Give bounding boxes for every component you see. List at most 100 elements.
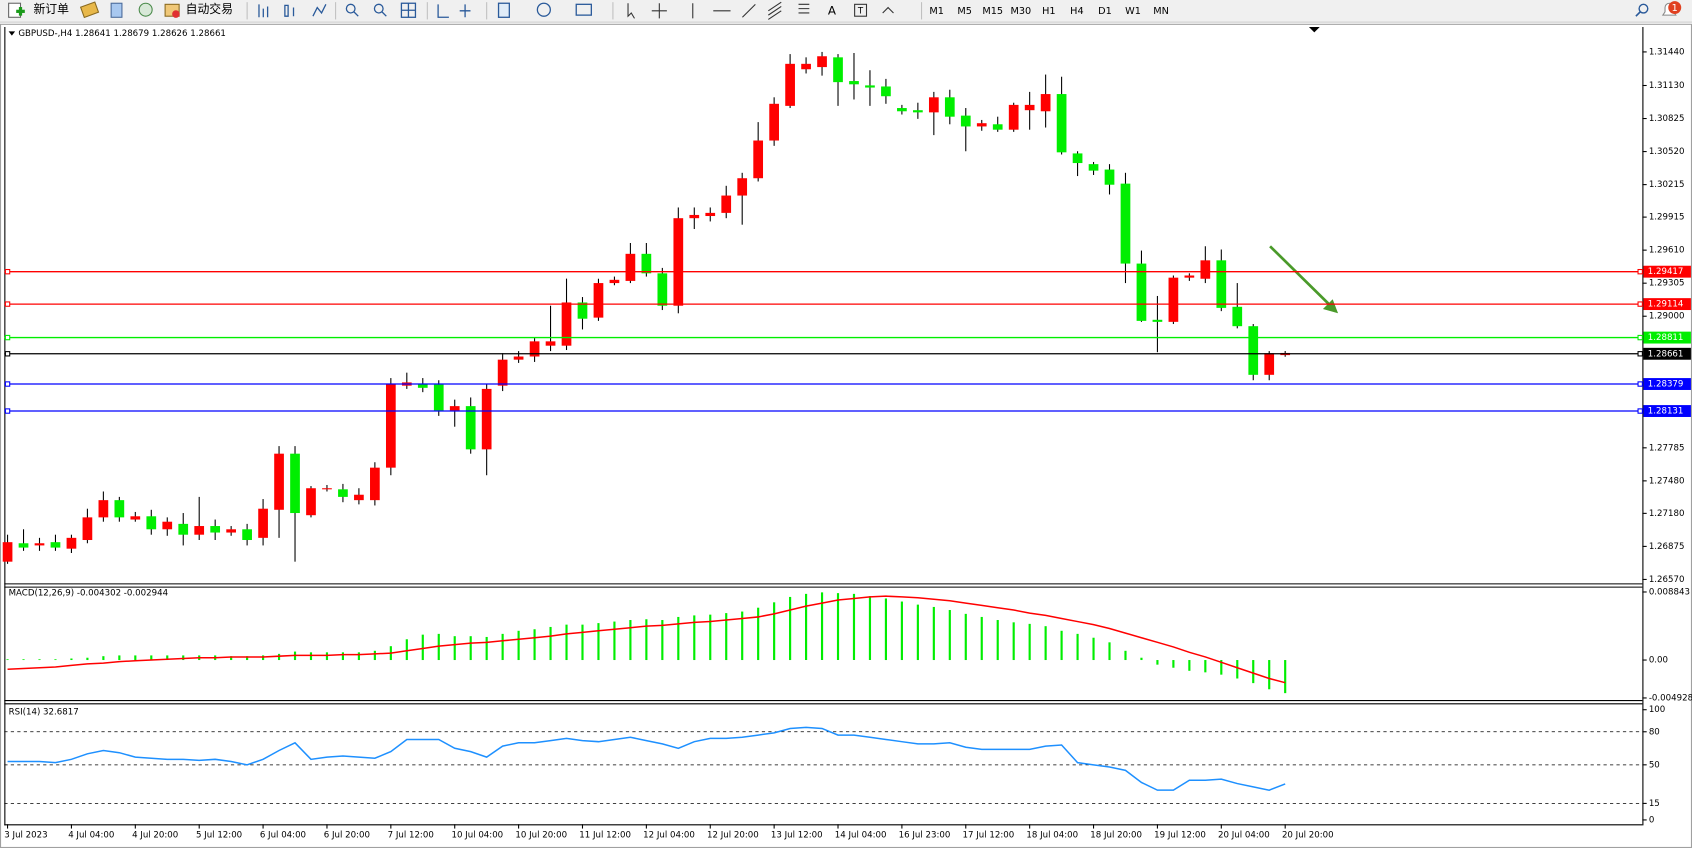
x-tick-label: 6 Jul 20:00 xyxy=(324,831,370,841)
price-label: 1.29417 xyxy=(1648,267,1684,277)
candle-body xyxy=(529,341,540,357)
candle-body xyxy=(1072,153,1083,164)
auto-trading-label[interactable]: 自动交易 xyxy=(186,2,233,16)
candle-body xyxy=(897,108,907,112)
candle-body xyxy=(497,359,508,386)
candle-body xyxy=(1040,94,1051,112)
candle-body xyxy=(625,253,636,281)
candle-body xyxy=(162,521,173,530)
price-label-box xyxy=(1643,405,1691,417)
candle-body xyxy=(976,123,987,127)
x-tick-label: 7 Jul 12:00 xyxy=(388,831,434,841)
candle-body xyxy=(561,302,572,346)
trend-arrow xyxy=(1269,245,1339,314)
line-handle xyxy=(4,301,11,307)
y-tick-label: 1.29305 xyxy=(1649,279,1685,289)
period-button[interactable]: M5 xyxy=(957,6,972,17)
candle-body xyxy=(1264,353,1275,375)
x-tick-label: 6 Jul 04:00 xyxy=(260,831,306,841)
candle-body xyxy=(50,542,61,548)
candle-body xyxy=(1184,275,1195,278)
chart-tools[interactable] xyxy=(258,2,592,18)
period-button[interactable]: D1 xyxy=(1098,6,1112,17)
notifications[interactable]: 1 xyxy=(1661,1,1682,16)
candle-body xyxy=(194,526,205,535)
price-label: 1.28811 xyxy=(1648,333,1684,343)
candle-body xyxy=(928,97,939,113)
candle-body xyxy=(753,140,764,179)
candle-body xyxy=(481,388,492,450)
period-button[interactable]: MN xyxy=(1153,6,1169,17)
candle-body xyxy=(417,383,428,388)
label-tool[interactable]: T xyxy=(857,6,864,16)
period-button[interactable]: M1 xyxy=(929,6,944,17)
price-label-box xyxy=(1643,265,1691,278)
candle-body xyxy=(385,383,396,468)
period-button[interactable]: M15 xyxy=(982,6,1003,17)
period-button[interactable]: M30 xyxy=(1010,6,1031,17)
draw-tools[interactable] xyxy=(627,1,894,20)
candle-body xyxy=(833,57,843,83)
new-order-label[interactable]: 新订单 xyxy=(33,2,69,16)
panel-borders xyxy=(4,27,1644,826)
candle-body xyxy=(338,489,348,497)
candle-body xyxy=(1232,306,1243,327)
x-tick-label: 20 Jul 04:00 xyxy=(1218,831,1270,841)
x-tick-label: 12 Jul 04:00 xyxy=(643,831,695,841)
candle-body xyxy=(354,494,364,501)
period-button[interactable]: H4 xyxy=(1070,6,1083,17)
candle-body xyxy=(577,302,588,319)
period-button[interactable]: W1 xyxy=(1125,6,1141,17)
candle-body xyxy=(865,85,875,88)
chart-window xyxy=(0,23,1692,848)
candle-body xyxy=(881,86,891,97)
candle-body xyxy=(817,56,827,68)
new-order-button[interactable]: 新订单 xyxy=(8,2,70,18)
x-tick-label: 11 Jul 12:00 xyxy=(579,831,631,841)
price-label: 1.28661 xyxy=(1648,349,1684,359)
y-tick-label: 1.30215 xyxy=(1649,180,1685,190)
line-handle xyxy=(1637,381,1643,387)
text-tool[interactable]: A xyxy=(828,3,837,17)
price-label-box xyxy=(1643,298,1691,311)
candle-body xyxy=(657,273,668,306)
candle-body xyxy=(1152,319,1163,322)
y-tick-label: 50 xyxy=(1649,760,1660,770)
x-tick-label: 13 Jul 12:00 xyxy=(771,831,823,841)
candle-body xyxy=(1200,260,1211,279)
price-label: 1.28379 xyxy=(1648,380,1684,390)
candle-body xyxy=(322,488,332,490)
y-tick-label: 100 xyxy=(1649,705,1665,715)
price-label-box xyxy=(1643,331,1691,344)
toolbar-separators xyxy=(246,2,923,20)
line-handle xyxy=(4,351,11,357)
candle-body xyxy=(801,63,811,70)
x-tick-label: 10 Jul 20:00 xyxy=(515,831,567,841)
candle-body xyxy=(114,500,125,518)
x-tick-label: 19 Jul 12:00 xyxy=(1154,831,1206,841)
line-handle xyxy=(1637,334,1643,341)
toolbar-icons[interactable] xyxy=(79,1,180,19)
search-button[interactable] xyxy=(1635,3,1649,17)
candle-body xyxy=(689,214,700,219)
candle-body xyxy=(1120,183,1131,264)
x-tick-label: 16 Jul 23:00 xyxy=(899,831,951,841)
candle-body xyxy=(1008,104,1019,130)
candle-body xyxy=(593,283,604,318)
period-button[interactable]: H1 xyxy=(1042,6,1055,17)
y-tick-label: 0.00 xyxy=(1649,656,1668,666)
candle-body xyxy=(992,124,1003,130)
y-tick-label: 15 xyxy=(1649,799,1660,809)
rsi-title: RSI(14) 32.6817 xyxy=(9,707,79,717)
line-handle xyxy=(4,408,11,414)
x-tick-label: 12 Jul 20:00 xyxy=(707,831,759,841)
y-tick-label: 1.26570 xyxy=(1649,575,1685,585)
candle-body xyxy=(1136,263,1147,321)
price-label: 1.28131 xyxy=(1648,407,1684,417)
candle-body xyxy=(721,195,732,213)
candle-body xyxy=(960,115,971,127)
candle-body xyxy=(226,529,236,533)
candle-body xyxy=(433,384,444,411)
